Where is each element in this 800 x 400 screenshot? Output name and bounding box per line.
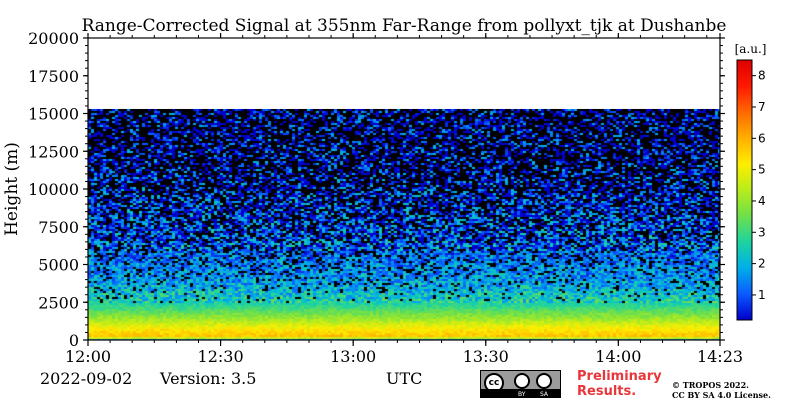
y-axis-label: Height (m) <box>2 142 22 236</box>
copyright-line-2: CC BY SA 4.0 License. <box>672 390 771 400</box>
x-tick-label: 14:00 <box>595 347 641 366</box>
copyright-line-1: © TROPOS 2022. <box>672 380 749 390</box>
colorbar-label: [a.u.] <box>735 42 767 56</box>
y-tick-label: 2500 <box>38 293 79 312</box>
colorbar-tick-label: 5 <box>758 163 766 177</box>
cc-icon: cc <box>484 373 504 393</box>
x-axis-label: UTC <box>386 369 423 388</box>
y-tick-label: 15000 <box>28 105 79 124</box>
colorbar-tick-label: 6 <box>758 131 766 145</box>
colorbar-tick-label: 8 <box>758 69 766 83</box>
x-tick-label: 12:30 <box>198 347 244 366</box>
sa-icon <box>536 373 552 389</box>
by-label: BY <box>518 391 526 398</box>
colorbar-tick-label: 3 <box>758 225 766 239</box>
colorbar-tick-label: 7 <box>758 100 766 114</box>
y-tick-label: 5000 <box>38 256 79 275</box>
sa-label: SA <box>540 391 549 398</box>
y-tick-label: 10000 <box>28 180 79 199</box>
y-tick-label: 12500 <box>28 142 79 161</box>
y-tick-label: 20000 <box>28 29 79 48</box>
date-label: 2022-09-02 <box>40 369 133 388</box>
colorbar-tick-label: 2 <box>758 257 766 271</box>
colorbar-frame <box>736 59 753 321</box>
by-icon <box>514 373 530 389</box>
version-label: Version: 3.5 <box>160 369 257 388</box>
heatmap-image <box>88 108 720 340</box>
y-tick-label: 0 <box>69 331 79 350</box>
colorbar <box>737 60 752 320</box>
copyright-note: © TROPOS 2022. CC BY SA 4.0 License. <box>672 380 771 400</box>
x-tick-label: 13:30 <box>463 347 509 366</box>
preliminary-line-1: Preliminary <box>577 369 662 384</box>
license-badge: cc BY SA <box>480 370 561 398</box>
colorbar-tick-label: 1 <box>758 288 766 302</box>
x-tick-label: 13:00 <box>330 347 376 366</box>
chart-title: Range-Corrected Signal at 355nm Far-Rang… <box>81 16 727 36</box>
preliminary-line-2: Results. <box>577 384 637 399</box>
y-tick-label: 7500 <box>38 218 79 237</box>
x-tick-label: 12:00 <box>65 347 111 366</box>
y-tick-label: 17500 <box>28 67 79 86</box>
preliminary-note: Preliminary Results. <box>577 369 662 399</box>
x-tick-label: 14:23 <box>697 347 743 366</box>
colorbar-tick-label: 4 <box>758 194 766 208</box>
